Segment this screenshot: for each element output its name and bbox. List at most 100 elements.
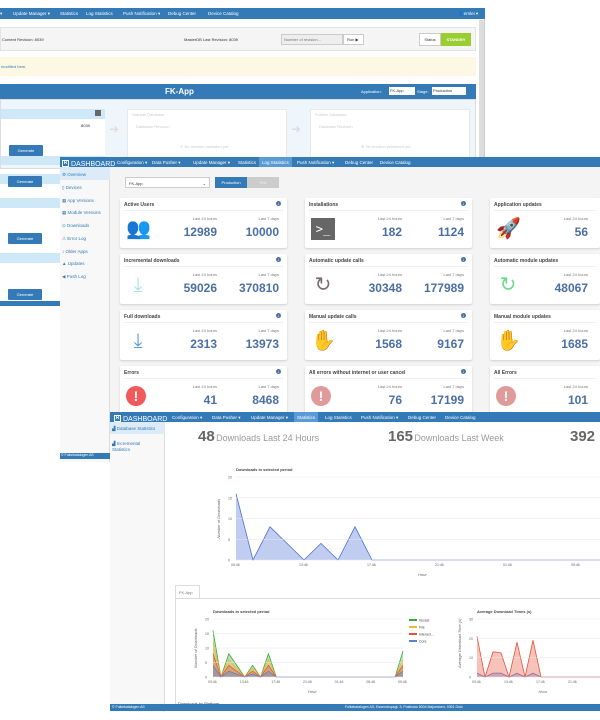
- card-title: Incremental downloads: [124, 258, 180, 264]
- info-icon[interactable]: i: [276, 201, 281, 206]
- x-tick-label: 05:46: [571, 563, 580, 567]
- nav-debug-center[interactable]: Debug Center: [408, 415, 437, 420]
- generate-button[interactable]: Generate: [8, 233, 42, 244]
- sidebar-item-incremental-statistics[interactable]: ▟ Incremental Statistics: [112, 441, 141, 452]
- stat-card: Full downloads i ⤓ Last 24 hours Last 7 day…: [120, 310, 287, 360]
- top-nav: R DASHBOARD Configuration ▾ Data Pusher ▾…: [110, 412, 600, 423]
- stat-card: Application updates 🚀 Last 24 hours 56: [490, 198, 600, 248]
- nav-statistics[interactable]: Statistics: [294, 412, 319, 422]
- nav-push-notification[interactable]: Push Notification ▾: [297, 160, 335, 165]
- label-24h: Last 24 hours: [192, 272, 217, 277]
- series-area: [213, 665, 403, 677]
- sidebar-item-app-versions[interactable]: ▦ App Versions: [62, 198, 94, 203]
- sidebar-item-database-statistics[interactable]: ▟ Database Statistics: [112, 426, 156, 431]
- stage-production-button[interactable]: Production: [215, 177, 247, 188]
- sidebar-item-overview[interactable]: ⚙ Overview: [62, 172, 87, 177]
- info-icon[interactable]: i: [461, 201, 466, 206]
- nav-item[interactable]: ▾: [0, 11, 3, 16]
- y-tick-label: 30: [469, 618, 473, 622]
- info-icon[interactable]: i: [461, 313, 466, 318]
- masterdb-revision: MasterDB Last Revision: 8039: [184, 37, 239, 42]
- application-select[interactable]: FK-App: [389, 87, 415, 95]
- info-icon[interactable]: i: [276, 369, 281, 374]
- series-area: [213, 642, 403, 677]
- y-tick-label: 20: [469, 637, 473, 641]
- sidebar-item-devices[interactable]: ▯ Devices: [62, 185, 82, 190]
- nav-debug-center[interactable]: Debug Center: [168, 11, 197, 16]
- nav-device-catalog[interactable]: Device Catalog: [445, 415, 476, 420]
- alert-link[interactable]: modified here.: [1, 64, 27, 69]
- nav-statistics[interactable]: Statistics: [238, 160, 257, 165]
- generate-button[interactable]: Generate: [8, 176, 42, 187]
- sidebar-item-older-apps[interactable]: ↕ Older Apps: [62, 249, 88, 254]
- sidebar-item-updates[interactable]: ▲ Updates: [62, 261, 85, 266]
- stat-card: All Errors! Last 24 hours 101: [490, 366, 600, 416]
- y-tick-label: 20: [205, 618, 209, 622]
- top-nav: ▾ Update Manager ▾ Statistics Log Statis…: [0, 8, 485, 19]
- nav-log-statistics[interactable]: Log Statistics: [325, 415, 352, 420]
- nav-update-manager[interactable]: Update Manager ▾: [251, 415, 289, 420]
- info-icon[interactable]: i: [461, 257, 466, 262]
- info-icon[interactable]: i: [461, 369, 466, 374]
- nav-configuration[interactable]: Configuration ▾: [172, 415, 203, 420]
- legend-swatch: [409, 633, 417, 635]
- value-24h: 2313: [190, 337, 217, 351]
- nav-push-notification[interactable]: Push Notification ▾: [123, 11, 161, 16]
- info-icon[interactable]: i: [276, 313, 281, 318]
- app-title: FK-App: [165, 87, 194, 96]
- users-icon: 👥: [126, 218, 151, 240]
- x-tick-label: 05:46: [366, 680, 375, 684]
- stat-card: All errors without internet or user canc…: [305, 366, 472, 416]
- info-icon[interactable]: i: [276, 257, 281, 262]
- legend-label: Core: [419, 640, 427, 644]
- run-button[interactable]: Run ▶: [343, 34, 364, 45]
- nav-update-manager[interactable]: Update Manager ▾: [13, 11, 51, 16]
- stage-test-button[interactable]: Test: [247, 177, 279, 188]
- nav-device-catalog[interactable]: Device Catalog: [208, 11, 239, 16]
- y-tick-label: 10: [228, 517, 232, 521]
- label-24h: Last 24 hours: [192, 384, 217, 389]
- sidebar-item-error-log[interactable]: ⚠ Error Log: [62, 236, 87, 241]
- nav-data-pusher[interactable]: Data Pusher ▾: [212, 415, 241, 420]
- nav-update-manager[interactable]: Update Manager ▾: [193, 160, 231, 165]
- top-nav: R DASHBOARD Configuration ▾ Data Pusher ▾…: [60, 157, 600, 168]
- summary-24h: 48 Downloads Last 24 Hours: [198, 428, 320, 445]
- x-tick-label: 01:46: [335, 680, 344, 684]
- sidebar-item-downloads[interactable]: ⊙ Downloads: [62, 223, 90, 228]
- generate-button[interactable]: Generate: [8, 289, 42, 300]
- nav-log-statistics[interactable]: Log Statistics: [86, 11, 113, 16]
- nav-device-catalog[interactable]: Device Catalog: [380, 160, 411, 165]
- sidebar-item-push-log[interactable]: ◀ Push Log: [62, 274, 86, 279]
- card-title: Application updates: [494, 202, 542, 208]
- user-menu[interactable]: 👤ernlei ▾: [458, 11, 479, 16]
- sidebar: ⚙ Overview ▯ Devices ▦ App Versions ▦ Mo…: [60, 167, 118, 462]
- dashboard-brand[interactable]: R DASHBOARD: [114, 415, 168, 423]
- label-24h: Last 24 hours: [563, 272, 588, 277]
- tab-fk-app[interactable]: FK-App: [175, 585, 200, 598]
- dashboard-brand[interactable]: R DASHBOARD: [62, 160, 116, 168]
- application-label: Application:: [361, 89, 382, 94]
- nav-data-pusher[interactable]: Data Pusher ▾: [152, 160, 181, 165]
- platform-heading: Downloads by Platform: [178, 701, 219, 706]
- nav-debug-center[interactable]: Debug Center: [345, 160, 374, 165]
- label-24h: Last 24 hours: [563, 328, 588, 333]
- nav-statistics[interactable]: Statistics: [60, 11, 79, 16]
- y-tick-label: 0: [205, 676, 207, 680]
- value-24h: 1685: [561, 337, 588, 351]
- y-axis-label: Number of Downloads: [216, 499, 221, 539]
- nav-configuration[interactable]: Configuration ▾: [117, 160, 148, 165]
- nav-push-notification[interactable]: Push Notification ▾: [361, 415, 399, 420]
- revision-input[interactable]: [281, 34, 343, 45]
- save-icon[interactable]: [95, 110, 101, 116]
- stat-card: Manual module updates ✋ Last 24 hours 168…: [490, 310, 600, 360]
- app-select[interactable]: FK-App ⌄: [125, 177, 210, 188]
- stage-select[interactable]: Production: [432, 87, 466, 95]
- nav-log-statistics[interactable]: Log Statistics: [259, 157, 292, 167]
- y-tick-label: 15: [205, 632, 209, 636]
- generate-button[interactable]: Generate: [9, 145, 43, 156]
- sidebar-item-module-versions[interactable]: ▦ Module Versions: [62, 210, 101, 215]
- stat-card: Installations i >_ Last 24 hours Last 7 day…: [305, 198, 472, 248]
- label-24h: Last 24 hours: [192, 216, 217, 221]
- legend-label: File: [419, 626, 425, 630]
